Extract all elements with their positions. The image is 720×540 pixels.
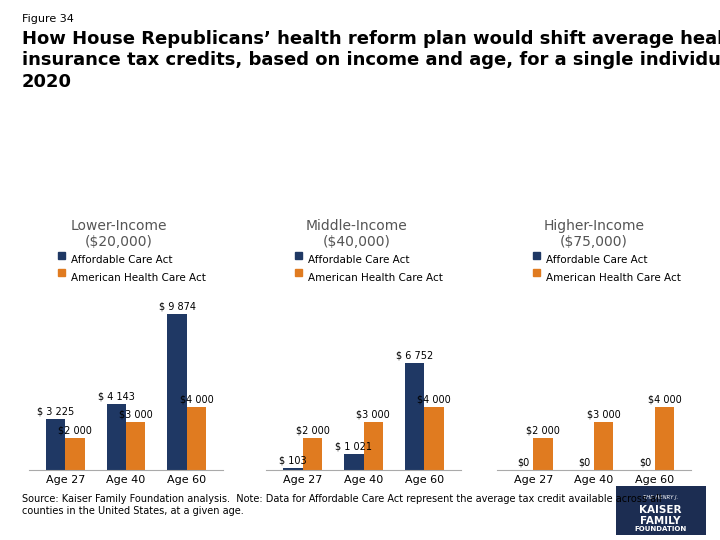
Text: $4 000: $4 000: [647, 394, 681, 404]
Bar: [126, 422, 145, 470]
Text: $ 9 874: $ 9 874: [158, 301, 196, 311]
Text: American Health Care Act: American Health Care Act: [308, 273, 443, 283]
Text: $0: $0: [639, 457, 651, 468]
Text: $ 4 143: $ 4 143: [98, 392, 135, 402]
Bar: [46, 419, 66, 470]
Text: $4 000: $4 000: [417, 394, 451, 404]
Text: FOUNDATION: FOUNDATION: [634, 526, 687, 532]
Text: $2 000: $2 000: [58, 426, 92, 436]
Bar: [594, 422, 613, 470]
Text: American Health Care Act: American Health Care Act: [71, 273, 205, 283]
Text: $3 000: $3 000: [356, 410, 390, 420]
Text: Source: Kaiser Family Foundation analysis.  Note: Data for Affordable Care Act r: Source: Kaiser Family Foundation analysi…: [22, 494, 661, 516]
Bar: [167, 314, 186, 470]
Text: Affordable Care Act: Affordable Care Act: [308, 255, 410, 266]
Text: American Health Care Act: American Health Care Act: [546, 273, 680, 283]
Text: Affordable Care Act: Affordable Care Act: [71, 255, 172, 266]
Text: $3 000: $3 000: [587, 410, 621, 420]
Bar: [424, 407, 444, 470]
Bar: [364, 422, 383, 470]
Text: $0: $0: [518, 457, 530, 468]
Bar: [186, 407, 206, 470]
Text: $ 6 752: $ 6 752: [396, 350, 433, 361]
Bar: [303, 438, 323, 470]
Text: Affordable Care Act: Affordable Care Act: [546, 255, 647, 266]
Text: $3 000: $3 000: [119, 410, 153, 420]
Text: $ 1 021: $ 1 021: [336, 441, 372, 451]
Text: $ 103: $ 103: [279, 456, 307, 466]
Bar: [107, 404, 126, 470]
Text: How House Republicans’ health reform plan would shift average health
insurance t: How House Republicans’ health reform pla…: [22, 30, 720, 91]
Text: FAMILY: FAMILY: [640, 516, 681, 526]
Text: Middle-Income
($40,000): Middle-Income ($40,000): [305, 219, 408, 249]
Text: $ 3 225: $ 3 225: [37, 407, 74, 416]
Bar: [654, 407, 674, 470]
Text: Lower-Income
($20,000): Lower-Income ($20,000): [71, 219, 167, 249]
Bar: [284, 468, 303, 470]
Text: $2 000: $2 000: [296, 426, 330, 436]
Text: Higher-Income
($75,000): Higher-Income ($75,000): [544, 219, 644, 249]
Text: THE HENRY J.: THE HENRY J.: [643, 495, 678, 500]
Bar: [534, 438, 553, 470]
Text: $4 000: $4 000: [179, 394, 213, 404]
Bar: [344, 454, 364, 470]
Text: $2 000: $2 000: [526, 426, 560, 436]
Text: $0: $0: [578, 457, 590, 468]
Text: KAISER: KAISER: [639, 505, 682, 516]
Bar: [405, 363, 424, 470]
Text: Figure 34: Figure 34: [22, 14, 73, 24]
Bar: [66, 438, 85, 470]
